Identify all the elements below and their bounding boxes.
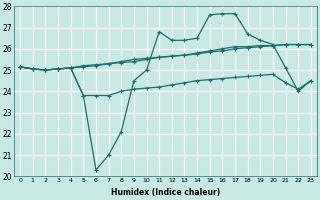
X-axis label: Humidex (Indice chaleur): Humidex (Indice chaleur)	[111, 188, 220, 197]
